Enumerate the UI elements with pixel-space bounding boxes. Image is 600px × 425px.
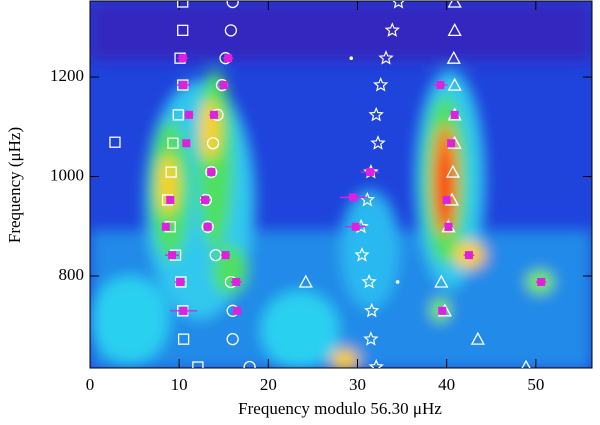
circle-marker (226, 333, 239, 346)
triangle-marker (447, 1, 462, 8)
square-marker (192, 361, 204, 368)
filled-square-marker (436, 81, 445, 90)
circle-marker (201, 220, 214, 233)
filled-square-marker (209, 110, 218, 119)
dot-marker (349, 56, 354, 60)
triangle-marker (298, 274, 313, 288)
x-tick-label: 20 (260, 375, 277, 394)
filled-square-marker (178, 54, 187, 63)
filled-square-marker (161, 222, 170, 231)
x-tick-label: 30 (349, 375, 366, 394)
star-marker (370, 135, 386, 150)
circle-marker (206, 137, 220, 150)
power-map (90, 1, 592, 368)
star-marker (368, 106, 384, 122)
circle-marker (224, 24, 238, 37)
square-marker (177, 24, 189, 36)
y-tick-label: 800 (59, 265, 85, 284)
filled-square-marker (179, 306, 188, 315)
square-marker (177, 333, 190, 345)
filled-square-marker (233, 306, 242, 315)
triangle-marker (521, 359, 531, 368)
square-marker (167, 137, 179, 149)
markers (109, 1, 547, 368)
y-axis-label: Frequency (μHz) (5, 127, 24, 243)
square-marker (172, 109, 184, 121)
dot-marker (395, 280, 400, 284)
filled-square-marker (537, 277, 546, 286)
filled-square-marker (464, 251, 473, 260)
filled-square-marker (219, 81, 228, 90)
filled-square-marker (232, 277, 241, 286)
star-marker (372, 76, 389, 92)
x-tick-label: 10 (171, 375, 188, 394)
y-tick-label: 1000 (50, 165, 84, 184)
star-marker (392, 1, 405, 9)
x-tick-label: 50 (527, 375, 544, 394)
filled-square-marker (224, 54, 233, 63)
circle-marker (205, 165, 218, 179)
plot-frame (89, 0, 593, 369)
filled-square-marker (447, 139, 456, 148)
filled-square-marker (176, 277, 185, 286)
filled-square-marker (201, 195, 210, 204)
filled-square-marker (179, 81, 188, 90)
triangle-marker (434, 274, 449, 288)
triangle-marker (447, 22, 462, 36)
triangle-marker (447, 77, 462, 91)
filled-square-marker (184, 110, 193, 119)
filled-square-marker (207, 168, 216, 177)
filled-square-marker (444, 222, 453, 231)
filled-square-marker (349, 193, 358, 202)
circle-marker (243, 360, 256, 368)
filled-square-marker (351, 222, 360, 231)
triangle-marker (470, 331, 485, 345)
square-marker (109, 136, 121, 148)
filled-square-marker (221, 251, 230, 260)
triangle-marker (445, 164, 460, 178)
filled-square-marker (203, 222, 212, 231)
filled-square-marker (168, 251, 177, 260)
filled-square-marker (442, 195, 451, 204)
filled-square-marker (365, 168, 374, 177)
x-axis-label: Frequency modulo 56.30 μHz (238, 399, 442, 418)
x-tick-label: 40 (438, 375, 455, 394)
star-marker (368, 358, 384, 368)
x-tick-label: 0 (86, 375, 95, 394)
y-tick-label: 1200 (50, 66, 84, 85)
triangle-marker (446, 50, 461, 64)
square-marker (177, 1, 189, 8)
star-marker (363, 331, 379, 346)
star-marker (364, 302, 380, 318)
star-marker (378, 50, 394, 65)
star-marker (361, 273, 377, 289)
filled-square-marker (450, 110, 459, 119)
circle-marker (226, 1, 239, 9)
filled-square-marker (438, 306, 447, 315)
square-marker (165, 166, 177, 178)
star-marker (384, 22, 401, 37)
filled-square-marker (182, 139, 191, 148)
star-marker (354, 247, 370, 262)
filled-square-marker (166, 195, 175, 204)
